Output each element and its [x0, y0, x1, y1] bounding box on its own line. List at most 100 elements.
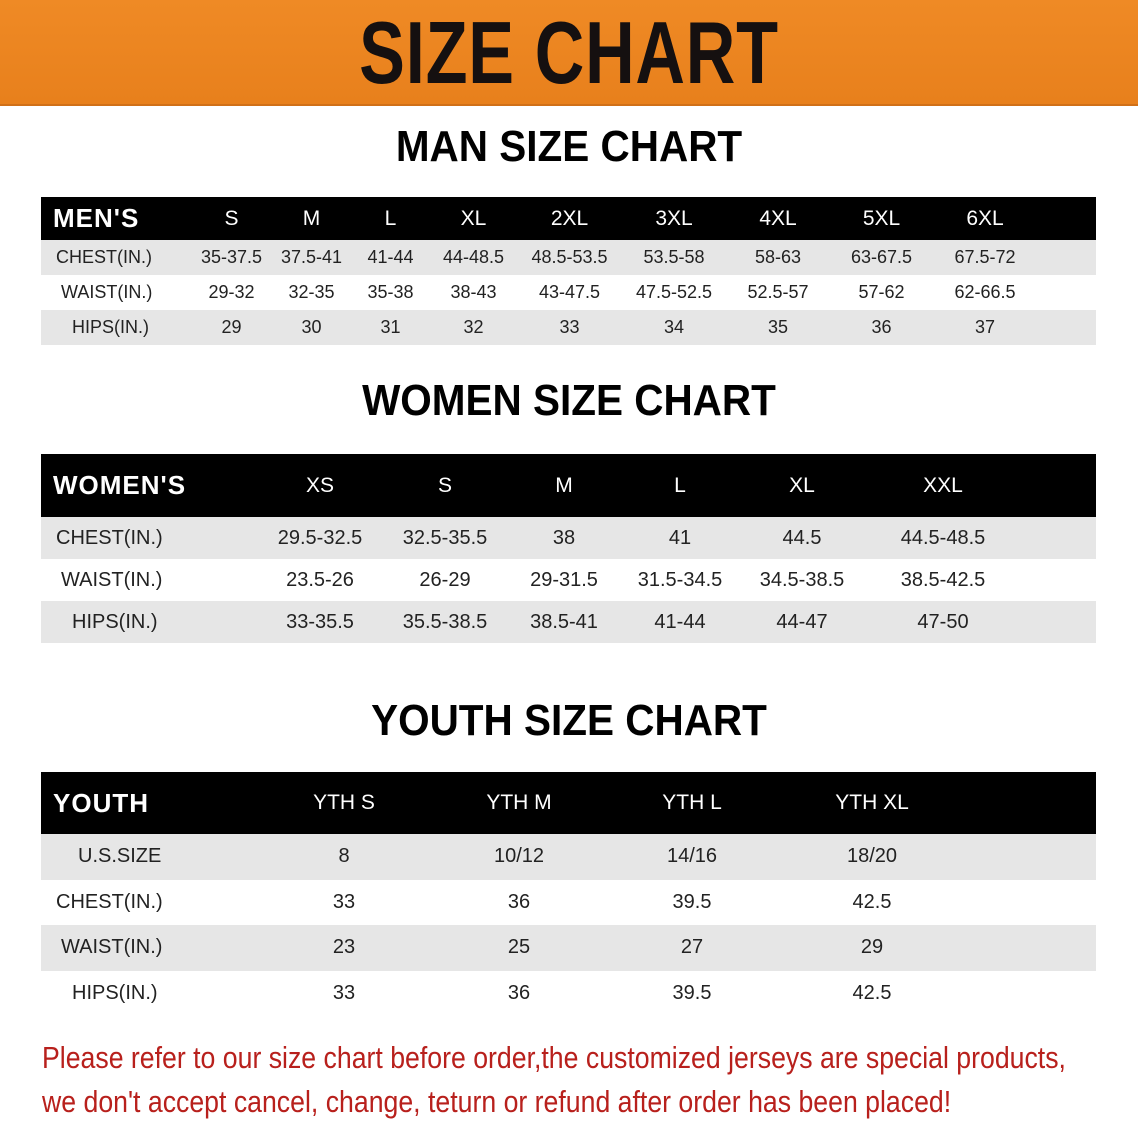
header-label: YOUTH [41, 772, 254, 834]
size-value-cell: 38-43 [430, 275, 517, 310]
table-row: HIPS(IN.) 33 36 39.5 42.5 [41, 970, 1096, 1016]
size-value-cell: 32-35 [272, 275, 351, 310]
size-value-cell: 35 [726, 310, 830, 345]
size-value-cell: 36 [434, 879, 604, 925]
size-value-cell: 35-38 [351, 275, 430, 310]
row-label: WAIST(IN.) [41, 925, 254, 971]
size-value-cell: 26-29 [382, 559, 508, 601]
filler-cell [964, 970, 1096, 1016]
youth-section-title: YOUTH SIZE CHART [371, 696, 767, 745]
size-column-header: S [191, 197, 272, 240]
size-value-cell: 53.5-58 [622, 240, 726, 275]
banner: SIZE CHART [0, 0, 1138, 106]
size-column-header: L [620, 454, 740, 517]
notice-line-1: Please refer to our size chart before or… [42, 1040, 1066, 1075]
size-value-cell: 67.5-72 [933, 240, 1037, 275]
size-value-cell: 41-44 [620, 601, 740, 643]
women-size-table: WOMEN'S XS S M L XL XXL CHEST(IN.) 29.5-32.5 32.5… [41, 454, 1096, 643]
size-value-cell: 48.5-53.5 [517, 240, 622, 275]
filler-cell [1037, 240, 1096, 275]
size-value-cell: 29 [780, 925, 964, 971]
size-value-cell: 38 [508, 517, 620, 559]
size-column-header: XL [740, 454, 864, 517]
size-column-header: M [508, 454, 620, 517]
size-value-cell: 34.5-38.5 [740, 559, 864, 601]
size-column-header: YTH L [604, 772, 780, 834]
size-value-cell: 31 [351, 310, 430, 345]
filler-cell [1022, 559, 1096, 601]
size-value-cell: 33 [254, 970, 434, 1016]
size-value-cell: 23 [254, 925, 434, 971]
size-value-cell: 44.5-48.5 [864, 517, 1022, 559]
size-value-cell: 37.5-41 [272, 240, 351, 275]
row-label: CHEST(IN.) [41, 240, 191, 275]
row-label: WAIST(IN.) [41, 275, 191, 310]
size-value-cell: 47.5-52.5 [622, 275, 726, 310]
table-row: WAIST(IN.) 23.5-26 26-29 29-31.5 31.5-34.5 34… [41, 559, 1096, 601]
header-label: MEN'S [41, 197, 191, 240]
table-row: U.S.SIZE 8 10/12 14/16 18/20 [41, 834, 1096, 880]
filler-cell [964, 879, 1096, 925]
table-row: CHEST(IN.) 29.5-32.5 32.5-35.5 38 41 44.5 44.5… [41, 517, 1096, 559]
banner-title: SIZE CHART [359, 3, 779, 102]
filler-cell [1037, 197, 1096, 240]
size-value-cell: 29-32 [191, 275, 272, 310]
size-column-header: XS [258, 454, 382, 517]
size-value-cell: 32.5-35.5 [382, 517, 508, 559]
size-column-header: 2XL [517, 197, 622, 240]
size-column-header: YTH M [434, 772, 604, 834]
size-value-cell: 27 [604, 925, 780, 971]
size-value-cell: 38.5-41 [508, 601, 620, 643]
row-label: HIPS(IN.) [41, 601, 258, 643]
size-value-cell: 52.5-57 [726, 275, 830, 310]
size-value-cell: 41 [620, 517, 740, 559]
table-row: CHEST(IN.) 33 36 39.5 42.5 [41, 879, 1096, 925]
size-value-cell: 29 [191, 310, 272, 345]
youth-size-table: YOUTH YTH S YTH M YTH L YTH XL U.S.SIZE 8 10/12… [41, 772, 1096, 1016]
size-value-cell: 33 [517, 310, 622, 345]
size-value-cell: 44.5 [740, 517, 864, 559]
row-label: HIPS(IN.) [41, 310, 191, 345]
table-header-row: YOUTH YTH S YTH M YTH L YTH XL [41, 772, 1096, 834]
men-section-title: MAN SIZE CHART [395, 122, 743, 171]
men-size-table: MEN'S S M L XL 2XL 3XL 4XL 5XL 6XL CHEST(IN.) 35-37… [41, 197, 1096, 345]
row-label: CHEST(IN.) [41, 517, 258, 559]
size-value-cell: 42.5 [780, 879, 964, 925]
size-value-cell: 47-50 [864, 601, 1022, 643]
size-value-cell: 38.5-42.5 [864, 559, 1022, 601]
filler-cell [1022, 454, 1096, 517]
size-value-cell: 44-48.5 [430, 240, 517, 275]
size-value-cell: 42.5 [780, 970, 964, 1016]
filler-cell [964, 834, 1096, 880]
row-label: CHEST(IN.) [41, 879, 254, 925]
size-value-cell: 62-66.5 [933, 275, 1037, 310]
size-value-cell: 35-37.5 [191, 240, 272, 275]
order-notice: Please refer to our size chart before or… [42, 1036, 1074, 1124]
size-column-header: S [382, 454, 508, 517]
size-value-cell: 44-47 [740, 601, 864, 643]
size-value-cell: 29-31.5 [508, 559, 620, 601]
size-value-cell: 43-47.5 [517, 275, 622, 310]
size-value-cell: 63-67.5 [830, 240, 933, 275]
size-value-cell: 10/12 [434, 834, 604, 880]
size-value-cell: 57-62 [830, 275, 933, 310]
table-row: HIPS(IN.) 29 30 31 32 33 34 35 36 37 [41, 310, 1096, 345]
size-value-cell: 23.5-26 [258, 559, 382, 601]
size-value-cell: 8 [254, 834, 434, 880]
size-column-header: 5XL [830, 197, 933, 240]
filler-cell [964, 925, 1096, 971]
size-column-header: XXL [864, 454, 1022, 517]
size-value-cell: 36 [830, 310, 933, 345]
table-header-row: WOMEN'S XS S M L XL XXL [41, 454, 1096, 517]
size-value-cell: 37 [933, 310, 1037, 345]
row-label: HIPS(IN.) [41, 970, 254, 1016]
table-row: WAIST(IN.) 29-32 32-35 35-38 38-43 43-47.5 47.… [41, 275, 1096, 310]
size-column-header: L [351, 197, 430, 240]
size-value-cell: 36 [434, 970, 604, 1016]
size-value-cell: 25 [434, 925, 604, 971]
size-value-cell: 31.5-34.5 [620, 559, 740, 601]
notice-line-2: we don't accept cancel, change, teturn o… [42, 1084, 952, 1119]
size-value-cell: 34 [622, 310, 726, 345]
size-column-header: 3XL [622, 197, 726, 240]
size-value-cell: 33-35.5 [258, 601, 382, 643]
